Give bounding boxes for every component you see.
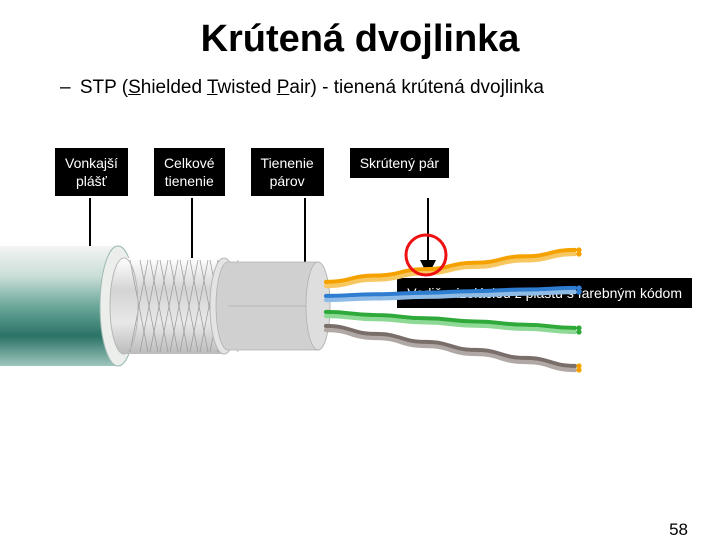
label-twisted-pair: Skrútený pár — [350, 148, 449, 178]
pair-brown-a — [326, 326, 575, 366]
pair-brown-b — [326, 330, 575, 370]
tip — [576, 329, 581, 334]
pair-orange-b — [326, 254, 575, 286]
page-title: Krútená dvojlinka — [0, 18, 720, 61]
tip — [576, 367, 581, 372]
label-overall-shield: Celkové tienenie — [154, 148, 225, 196]
tip — [576, 251, 581, 256]
labels-row: Vonkajší plášť Celkové tienenie Tienenie… — [55, 148, 449, 196]
subtitle-dash: – — [60, 77, 76, 98]
expansion-s: S — [128, 77, 141, 98]
expansion-p: P — [277, 77, 290, 98]
expansion-4: wisted — [218, 77, 277, 98]
label-pair-shield: Tienenie párov — [251, 148, 324, 196]
abbr: STP — [80, 77, 117, 98]
expansion-6: air) - tienená krútená dvojlinka — [289, 77, 544, 98]
expansion-0: ( — [116, 77, 128, 98]
page-number: 58 — [669, 520, 688, 540]
label-outer-jacket: Vonkajší plášť — [55, 148, 128, 196]
tip — [576, 289, 581, 294]
expansion-2: hielded — [141, 77, 207, 98]
cable-diagram — [0, 198, 720, 498]
expansion-t: T — [207, 77, 218, 98]
subtitle: – STP (Shielded Twisted Pair) - tienená … — [60, 77, 720, 99]
pair-orange-a — [326, 250, 575, 282]
